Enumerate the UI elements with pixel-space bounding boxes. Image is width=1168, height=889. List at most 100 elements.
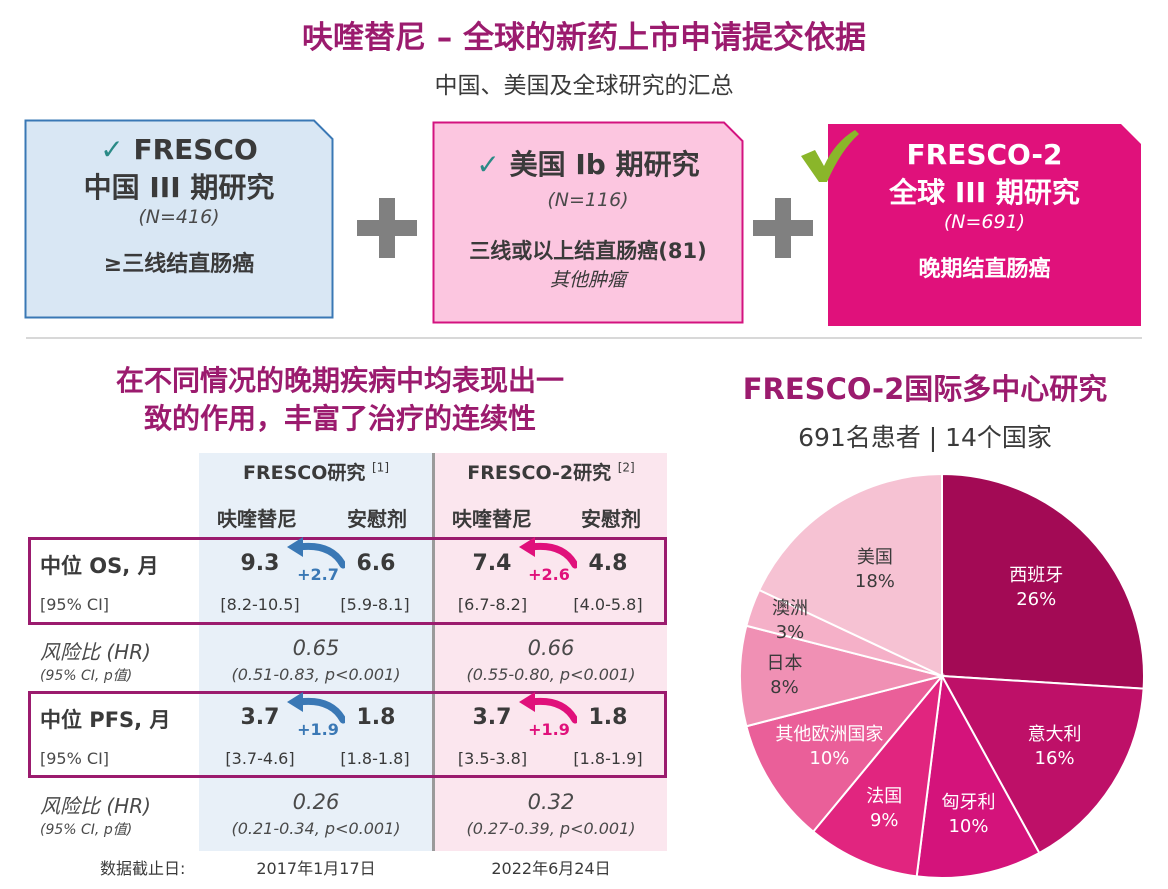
pie-label-name: 匈牙利 [941,791,996,813]
fresco-os-drug-ci: [8.2-10.5] [220,595,300,614]
fresco-os-placebo-ci: [5.9-8.1] [340,595,410,614]
fresco2-os-placebo-ci: [4.0-5.8] [573,595,643,614]
card-fresco2: FRESCO-2 全球 III 期研究 (N=691) 晚期结直肠癌 [828,124,1141,326]
pie-label-pct: 9% [869,810,899,832]
os-hr-label: 风险比 (HR) [40,640,151,664]
pfs-label: 中位 PFS, 月 [40,708,171,732]
card-us-ib-other: 其他肿瘤 [549,269,626,291]
fresco-os-diff: +2.7 [297,565,339,584]
blue-arrow-icon [287,537,345,569]
os-ci-label: [95% CI] [40,595,110,614]
pie-label-3: 法国 9% [819,785,949,833]
card-fresco: ✓ FRESCO 中国 III 期研究 (N=416) ≥三线结直肠癌 [24,119,334,319]
card-fresco2-bg [828,124,1141,326]
fresco2-pfs-drug: 3.7 [472,705,512,730]
pie-label-pct: 26% [1016,588,1057,610]
card-fresco2-title: FRESCO-2 [906,138,1063,171]
card-us-ib-title: 美国 Ib 期研究 [509,148,700,181]
pfs-hr-label: 风险比 (HR) [40,794,151,818]
pie-label-name: 美国 [856,547,893,569]
page-title: 呋喹替尼 – 全球的新药上市申请提交依据 [301,20,867,56]
plus-icon [753,198,813,258]
pie-label-pct: 10% [809,748,850,770]
pie-label-pct: 8% [770,677,799,698]
card-fresco2-phase: 全球 III 期研究 [889,176,1080,209]
fresco2-pfs-placebo-ci: [1.8-1.9] [573,749,643,768]
pie-chart [739,472,1145,879]
checkmark-icon: ✓ [476,148,500,181]
fresco-header-label: FRESCO研究 [243,462,366,484]
pie-slice-5 [739,624,943,728]
card-us-ib-n: (N=116) [547,189,629,211]
section-divider [26,337,1142,339]
pie-label-2: 匈牙利 10% [903,791,1033,839]
card-fresco-bg [24,119,334,319]
fresco-pfs-placebo: 1.8 [356,705,396,730]
column-divider [432,453,435,851]
checkmark-icon: ✓ [100,133,124,166]
fresco2-cutoff-date: 2022年6月24日 [491,859,611,878]
left-section-title: 在不同情况的晚期疾病中均表现出一 致的作用，丰富了治疗的连续性 [30,362,650,438]
pie-label-name: 意大利 [1027,724,1082,746]
os-hr-sub: (95% CI, p值) [40,668,133,684]
fresco-os-placebo: 6.6 [356,551,396,576]
fresco2-os-hr: 0.66 [527,636,575,660]
pie-label-pct: 16% [1034,748,1075,770]
fresco2-pfs-placebo: 1.8 [588,705,628,730]
fresco2-pfs-hr-ci: (0.27-0.39, p<0.001) [466,819,636,838]
fresco-cutoff-date: 2017年1月17日 [256,859,376,878]
pie-label-5: 日本 8% [719,652,849,700]
card-fresco2-n: (N=691) [943,211,1026,233]
fresco-placebo-header: 安慰剂 [347,507,407,531]
card-us-ib: ✓ 美国 Ib 期研究 (N=116) 三线或以上结直肠癌(81) 其他肿瘤 [432,121,744,324]
pie-slice-1 [940,674,1145,855]
pie-slice-7 [757,472,943,678]
pie-label-pct: 3% [775,622,805,644]
plus-icon [357,198,417,258]
pie-label-name: 澳洲 [771,598,808,620]
pie-label-0: 西班牙 26% [971,564,1101,612]
fresco2-os-drug: 7.4 [472,551,512,576]
fresco-drug-header: 呋喹替尼 [217,507,297,531]
pie-label-pct: 10% [948,815,989,837]
card-fresco-indication: ≥三线结直肠癌 [103,252,255,277]
card-fresco-phase: 中国 III 期研究 [83,171,275,204]
fresco2-os-placebo: 4.8 [588,551,628,576]
fresco2-ref: [2] [617,460,635,475]
fresco2-header: FRESCO-2研究 [2] [435,458,667,485]
fresco2-placebo-header: 安慰剂 [581,507,641,531]
cutoff-label: 数据截止日: [100,859,186,878]
pie-label-1: 意大利 16% [990,723,1120,771]
pie-label-name: 日本 [766,653,803,674]
pie-label-name: 西班牙 [1009,564,1064,586]
fresco-pfs-hr-ci: (0.21-0.34, p<0.001) [231,819,401,838]
fresco-ref: [1] [372,460,389,475]
fresco2-header-label: FRESCO-2研究 [467,462,612,484]
card-us-ib-indication: 三线或以上结直肠癌(81) [469,239,707,263]
card-fresco-title: FRESCO [133,133,258,166]
pie-label-name: 法国 [866,786,903,808]
pink-arrow-icon [519,537,577,569]
os-row [28,537,667,625]
pie-label-pct: 18% [854,571,895,593]
pie-slice-4 [745,674,945,834]
pfs-row [28,691,667,778]
left-section-title-line2: 致的作用，丰富了治疗的连续性 [143,402,536,435]
fresco-os-hr-ci: (0.51-0.83, p<0.001) [231,665,401,684]
fresco-column-bg [199,453,433,851]
fresco2-os-diff: +2.6 [528,565,570,584]
pie-label-6: 澳洲 3% [725,597,855,645]
pie-title: FRESCO-2国际多中心研究 [742,372,1108,406]
pie-label-7: 美国 18% [810,546,940,594]
pfs-hr-sub: (95% CI, p值) [40,822,133,838]
page-subtitle: 中国、美国及全球研究的汇总 [434,73,734,99]
pink-arrow-icon [519,692,577,724]
fresco-pfs-drug: 3.7 [240,705,280,730]
pie-subtitle: 691名患者 | 14个国家 [798,423,1052,452]
card-us-ib-bg [432,121,744,324]
pie-slice-2 [915,672,1041,879]
fresco-header: FRESCO研究 [1] [199,458,433,485]
fresco-pfs-placebo-ci: [1.8-1.8] [340,749,410,768]
fresco-pfs-drug-ci: [3.7-4.6] [225,749,295,768]
fresco2-pfs-drug-ci: [3.5-3.8] [457,749,528,768]
